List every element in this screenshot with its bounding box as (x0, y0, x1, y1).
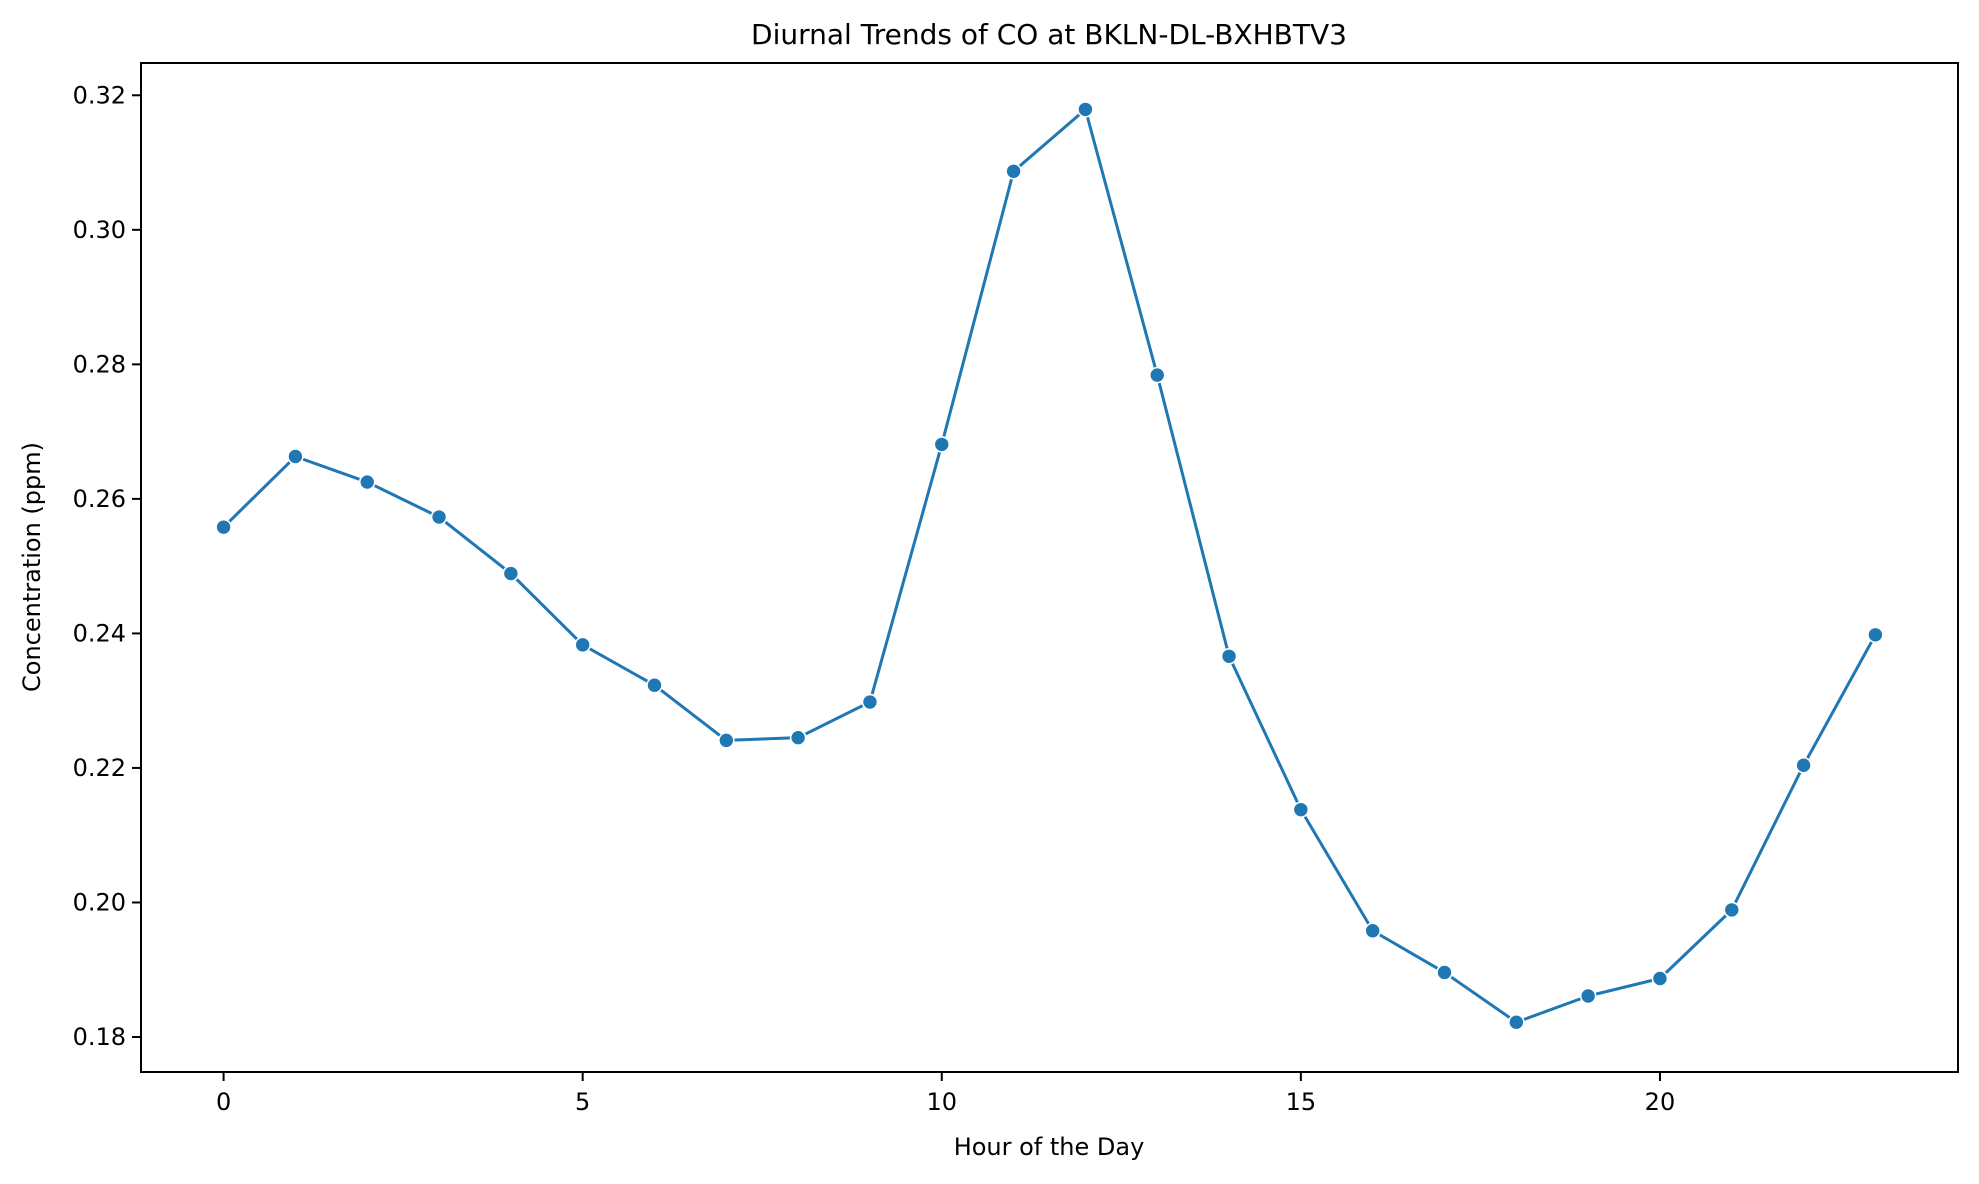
data-point (1508, 1013, 1525, 1031)
data-point (1364, 922, 1381, 940)
data-point (1651, 970, 1669, 987)
y-tick-label: 0.32 (73, 81, 126, 109)
series-layer (215, 101, 1884, 1031)
data-point (1795, 756, 1812, 774)
data-point (1436, 964, 1453, 981)
y-tick-label: 0.30 (73, 216, 126, 244)
chart-title: Diurnal Trends of CO at BKLN-DL-BXHBTV3 (751, 18, 1347, 51)
series-line (222, 107, 1877, 1024)
data-point (430, 508, 448, 526)
x-tick-label: 20 (1645, 1088, 1676, 1116)
y-tick-label: 0.24 (73, 619, 126, 647)
x-tick-label: 0 (216, 1088, 231, 1116)
data-point (1005, 163, 1022, 180)
data-point (1867, 626, 1884, 644)
data-point (502, 565, 520, 582)
y-tick-label: 0.26 (73, 485, 126, 513)
x-tick-label: 10 (926, 1088, 957, 1116)
y-tick-label: 0.28 (73, 350, 126, 378)
y-axis-label: Concentration (ppm) (18, 442, 46, 692)
data-point (287, 448, 304, 465)
data-point (933, 436, 951, 453)
x-tick-label: 5 (575, 1088, 590, 1116)
data-point (1220, 647, 1238, 665)
y-tick-label: 0.18 (73, 1023, 126, 1051)
x-tick-label: 15 (1286, 1088, 1317, 1116)
data-point (646, 676, 663, 694)
data-point (718, 732, 735, 749)
data-point (1148, 366, 1166, 384)
plot-area-frame (140, 62, 1959, 1073)
x-axis: 0 5 10 15 20 (216, 1072, 1675, 1116)
y-tick-label: 0.20 (73, 888, 126, 916)
data-point (215, 518, 232, 536)
data-point (1292, 801, 1310, 818)
data-point (1723, 901, 1741, 919)
data-point (861, 693, 879, 711)
data-point (574, 636, 591, 654)
data-point (789, 729, 807, 746)
data-point (358, 473, 376, 491)
y-axis: 0.18 0.20 0.22 0.24 0.26 0.28 0.30 0.32 (73, 81, 141, 1051)
data-point (1077, 101, 1094, 118)
x-axis-label: Hour of the Day (954, 1133, 1145, 1161)
y-tick-label: 0.22 (73, 754, 126, 782)
data-point (1579, 987, 1597, 1005)
